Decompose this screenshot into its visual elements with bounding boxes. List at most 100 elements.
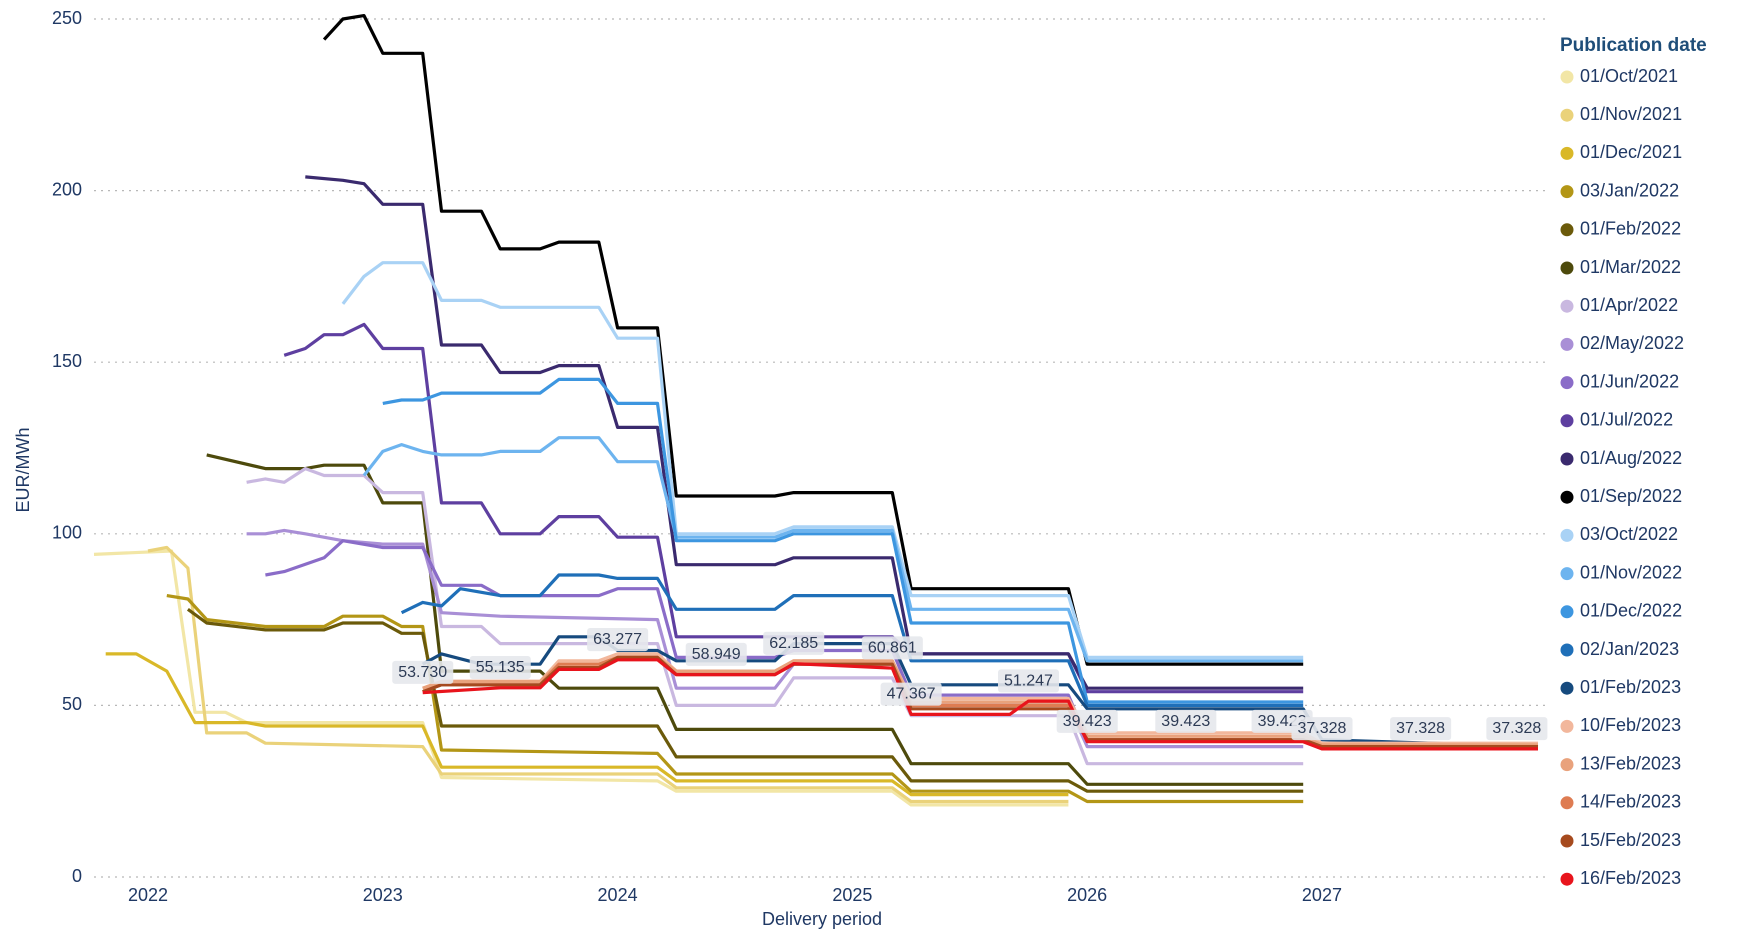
legend-marker	[1560, 337, 1574, 351]
data-label: 37.328	[1486, 717, 1548, 741]
legend-marker	[1560, 605, 1574, 619]
x-tick-label: 2027	[1302, 885, 1342, 905]
data-label: 37.328	[1291, 717, 1353, 741]
legend-label: 16/Feb/2023	[1580, 868, 1681, 888]
legend-label: 15/Feb/2023	[1580, 830, 1681, 850]
data-label-text: 39.423	[1063, 713, 1112, 730]
x-tick-label: 2024	[598, 885, 638, 905]
series-line	[206, 453, 1304, 786]
legend-label: 10/Feb/2023	[1580, 715, 1681, 735]
legend-marker	[1560, 261, 1574, 275]
data-label: 55.135	[469, 655, 531, 680]
legend-label: 01/Apr/2022	[1580, 295, 1678, 315]
data-label-text: 55.135	[476, 659, 525, 676]
legend-title: Publication date	[1560, 35, 1707, 56]
data-label: 58.949	[685, 642, 747, 666]
data-label-text: 62.185	[769, 635, 818, 652]
data-label-bg	[392, 660, 454, 684]
series-line	[341, 261, 1304, 659]
x-tick-label: 2026	[1067, 885, 1107, 905]
series-line	[362, 436, 1304, 663]
legend-label: 01/Sep/2022	[1580, 486, 1682, 506]
data-label: 60.861	[861, 636, 923, 660]
legend-marker	[1560, 719, 1574, 733]
legend-marker	[1560, 108, 1574, 122]
legend-marker	[1560, 758, 1574, 772]
data-label-text: 63.277	[593, 631, 642, 648]
y-tick-label: 0	[72, 866, 82, 886]
data-label: 51.247	[997, 669, 1060, 693]
data-label-bg	[1155, 709, 1217, 733]
legend-label: 03/Jan/2022	[1580, 180, 1679, 200]
legend-label: 01/Jun/2022	[1580, 371, 1679, 391]
data-label-text: 58.949	[692, 646, 741, 663]
legend-label: 01/Aug/2022	[1580, 448, 1682, 468]
data-label: 39.423	[1056, 709, 1118, 733]
series-line	[382, 377, 1304, 704]
legend-marker	[1560, 299, 1574, 313]
data-label: 47.367	[880, 682, 942, 706]
series-line	[400, 573, 1304, 707]
x-tick-label: 2022	[128, 885, 168, 905]
data-label-bg	[1486, 717, 1548, 741]
legend-label: 02/Jan/2023	[1580, 639, 1679, 659]
x-tick-label: 2025	[832, 885, 872, 905]
legend-label: 01/Dec/2022	[1580, 601, 1682, 621]
data-label-bg	[469, 655, 531, 680]
legend-label: 03/Oct/2022	[1580, 524, 1678, 544]
data-label-bg	[861, 636, 923, 660]
legend-marker	[1560, 528, 1574, 542]
data-label-text: 60.861	[868, 639, 917, 656]
y-axis-label: EUR/MWh	[13, 428, 33, 513]
series-line	[105, 652, 1069, 797]
data-label-bg	[1056, 709, 1118, 733]
legend-marker	[1560, 185, 1574, 199]
series-line	[305, 175, 1304, 690]
legend-label: 01/Nov/2022	[1580, 562, 1682, 582]
legend-marker	[1560, 414, 1574, 428]
data-label-text: 51.247	[1004, 672, 1053, 689]
legend-marker	[1560, 567, 1574, 581]
data-label: 63.277	[587, 628, 649, 652]
legend-marker	[1560, 490, 1574, 504]
legend-label: 01/Feb/2022	[1580, 219, 1681, 239]
legend-marker	[1560, 834, 1574, 848]
legend-marker	[1560, 643, 1574, 657]
data-label-text: 37.328	[1396, 720, 1445, 737]
legend-marker	[1560, 70, 1574, 84]
legend-label: 13/Feb/2023	[1580, 753, 1681, 773]
legend-marker	[1560, 796, 1574, 810]
data-label: 62.185	[763, 631, 825, 655]
legend-label: 14/Feb/2023	[1580, 792, 1681, 812]
x-tick-label: 2023	[363, 885, 403, 905]
legend-marker	[1560, 681, 1574, 695]
data-label-bg	[880, 682, 942, 706]
legend-marker	[1560, 452, 1574, 466]
legend-label: 01/Feb/2023	[1580, 677, 1681, 697]
legend-label: 01/Mar/2022	[1580, 257, 1681, 277]
legend-label: 01/Oct/2021	[1580, 66, 1678, 86]
data-label-bg	[763, 631, 825, 655]
data-label-bg	[1390, 717, 1452, 741]
data-label-bg	[587, 628, 649, 652]
y-tick-label: 250	[52, 8, 82, 28]
legend-label: 01/Nov/2021	[1580, 104, 1682, 124]
data-label-bg	[685, 642, 747, 666]
y-tick-label: 200	[52, 179, 82, 199]
legend-marker	[1560, 146, 1574, 160]
data-label: 37.328	[1390, 717, 1452, 741]
legend-label: 02/May/2022	[1580, 333, 1684, 353]
data-label: 53.730	[392, 660, 454, 684]
legend-marker	[1560, 376, 1574, 390]
legend-label: 01/Jul/2022	[1580, 410, 1673, 430]
y-tick-label: 150	[52, 351, 82, 371]
series-line	[246, 467, 1304, 766]
series-line	[322, 14, 1304, 666]
legend-marker	[1560, 223, 1574, 237]
data-label-text: 37.328	[1492, 720, 1541, 737]
data-label-text: 47.367	[887, 686, 936, 703]
data-label-text: 53.730	[398, 664, 447, 681]
data-label-bg	[997, 669, 1060, 693]
